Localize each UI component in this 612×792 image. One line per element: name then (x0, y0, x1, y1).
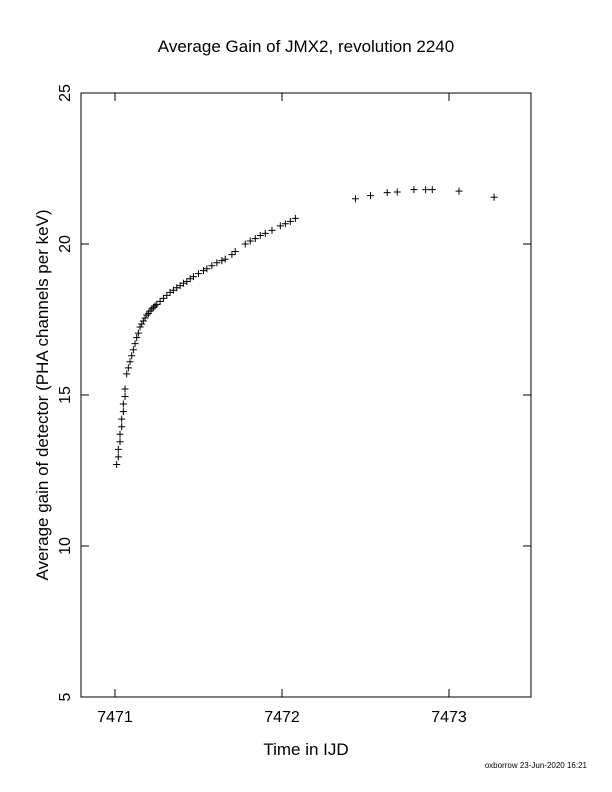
data-point (383, 189, 391, 197)
data-point (153, 300, 161, 308)
data-point (151, 302, 159, 310)
data-point (119, 400, 127, 408)
data-point (163, 291, 171, 299)
data-point (367, 192, 375, 200)
data-point (136, 323, 144, 331)
plot-frame (80, 92, 532, 698)
data-point (133, 334, 141, 342)
data-point (208, 262, 216, 270)
data-point (195, 270, 202, 278)
data-point (113, 460, 121, 468)
data-point (218, 257, 226, 265)
data-point (129, 346, 137, 354)
data-point (114, 453, 122, 461)
data-point (114, 445, 122, 453)
data-point (128, 352, 136, 360)
data-point (179, 279, 187, 287)
data-point (149, 303, 157, 311)
data-point (251, 235, 259, 243)
data-point (291, 214, 299, 222)
data-point (490, 193, 498, 201)
data-point (131, 340, 139, 348)
data-point (455, 187, 463, 195)
data-point (213, 259, 221, 267)
data-point (261, 229, 269, 237)
x-axis-label: Time in IJD (263, 740, 348, 759)
data-point (124, 364, 132, 372)
data-point (119, 408, 127, 416)
data-point (256, 232, 264, 240)
data-point (200, 267, 208, 275)
data-point (268, 226, 276, 234)
data-point (159, 294, 167, 302)
data-point (241, 240, 249, 248)
y-tick-label: 25 (57, 84, 74, 102)
data-point (148, 305, 156, 313)
data-point (156, 297, 164, 305)
data-point (351, 195, 359, 203)
data-point (276, 222, 284, 230)
data-point (116, 438, 124, 446)
y-tick-label: 15 (57, 386, 74, 404)
data-point (123, 370, 131, 378)
data-point (410, 186, 418, 194)
data-point (121, 385, 129, 393)
y-tick-label: 10 (57, 537, 74, 555)
data-point (141, 314, 149, 322)
footer-stamp: oxborrow 23-Jun-2020 16:21 (485, 761, 588, 770)
data-point (121, 393, 129, 401)
data-point (246, 237, 254, 245)
data-point (116, 430, 124, 438)
x-tick-label: 7472 (264, 709, 300, 726)
data-point (189, 273, 197, 281)
y-axis-label: Average gain of detector (PHA channels p… (33, 209, 52, 580)
data-point (134, 329, 142, 337)
data-point (393, 188, 401, 196)
data-point (118, 415, 126, 423)
data-marks (113, 186, 498, 468)
data-point (281, 220, 289, 228)
data-point (203, 265, 211, 273)
data-point (428, 186, 436, 194)
data-point (286, 217, 294, 225)
data-point (231, 248, 239, 256)
axis-ticks: 7471 7472 7473 5 10 15 20 25 (57, 84, 531, 726)
x-tick-label: 7471 (97, 709, 133, 726)
data-point (221, 255, 229, 263)
x-tick-label: 7473 (431, 709, 467, 726)
data-point (118, 423, 126, 431)
data-point (422, 186, 430, 194)
data-point (138, 320, 146, 328)
chart-title: Average Gain of JMX2, revolution 2240 (158, 37, 454, 56)
data-point (228, 251, 236, 259)
y-tick-label: 20 (57, 235, 74, 253)
y-tick-label: 5 (57, 692, 74, 701)
data-point (139, 317, 147, 325)
data-point (143, 311, 151, 319)
data-point (126, 358, 134, 366)
